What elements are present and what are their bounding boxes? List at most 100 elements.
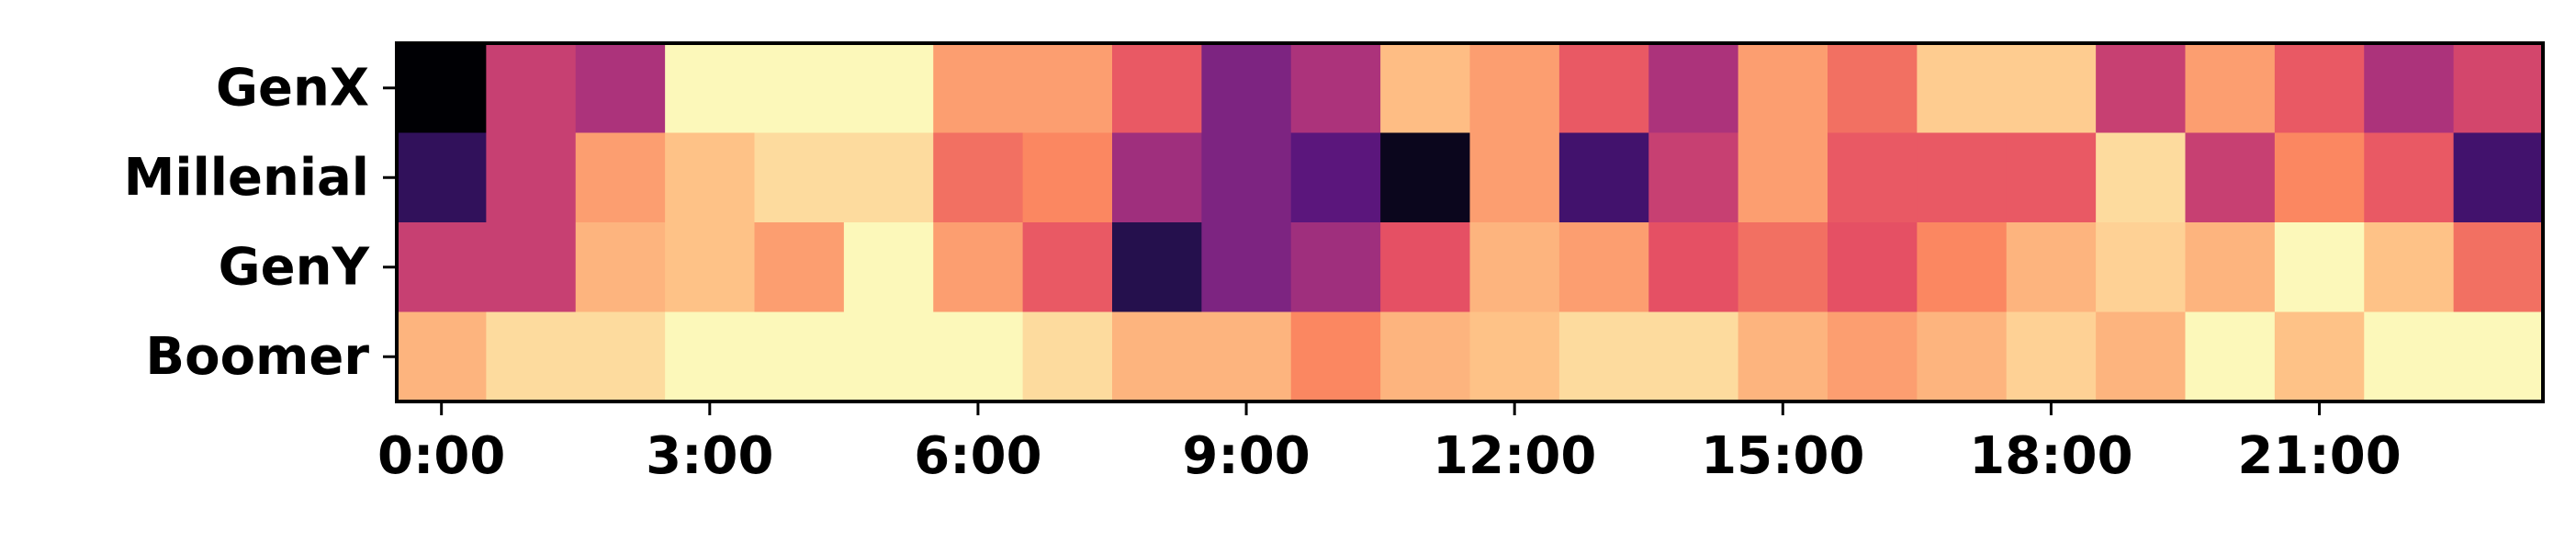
heatmap-cell bbox=[397, 222, 487, 313]
x-tick-label: 6:00 bbox=[914, 426, 1041, 486]
heatmap-cell bbox=[1917, 132, 2008, 223]
y-tick-label: Boomer bbox=[145, 327, 369, 387]
heatmap-cell bbox=[1469, 132, 1560, 223]
x-tick-label: 18:00 bbox=[1969, 426, 2132, 486]
heatmap-cell bbox=[397, 132, 487, 223]
heatmap-cell bbox=[1201, 132, 1292, 223]
heatmap-cell bbox=[1380, 222, 1471, 313]
heatmap-cell bbox=[1648, 222, 1739, 313]
heatmap-cell bbox=[575, 132, 666, 223]
heatmap-cell bbox=[1380, 132, 1471, 223]
heatmap-cell bbox=[843, 311, 934, 402]
heatmap-cell bbox=[1648, 311, 1739, 402]
heatmap-cell bbox=[1648, 43, 1739, 134]
heatmap-cell bbox=[2453, 132, 2544, 223]
heatmap-cell bbox=[1112, 311, 1202, 402]
heatmap-cell bbox=[1558, 132, 1649, 223]
heatmap-cell bbox=[2364, 43, 2455, 134]
heatmap-cell bbox=[1380, 311, 1471, 402]
heatmap-cell bbox=[1022, 132, 1113, 223]
heatmap-cell bbox=[1290, 132, 1381, 223]
heatmap-cell bbox=[2364, 222, 2455, 313]
heatmap-cell bbox=[2453, 311, 2544, 402]
heatmap-cell bbox=[665, 43, 756, 134]
heatmap-cell bbox=[2006, 43, 2097, 134]
heatmap-cell bbox=[933, 43, 1024, 134]
heatmap-cell bbox=[1112, 222, 1202, 313]
heatmap-cell bbox=[1201, 222, 1292, 313]
x-tick-label: 15:00 bbox=[1701, 426, 1864, 486]
heatmap-cell bbox=[575, 43, 666, 134]
heatmap-cell bbox=[1828, 132, 1918, 223]
heatmap-cell bbox=[754, 222, 845, 313]
heatmap-cell bbox=[2006, 222, 2097, 313]
y-tick-label: GenX bbox=[216, 58, 369, 118]
x-tick-label: 3:00 bbox=[646, 426, 773, 486]
heatmap-cell bbox=[843, 222, 934, 313]
heatmap-cell bbox=[397, 43, 487, 134]
y-axis: GenX Millenial GenY Boomer bbox=[124, 58, 397, 387]
heatmap-cell bbox=[1738, 132, 1828, 223]
heatmap-cell bbox=[1558, 222, 1649, 313]
heatmap-cell bbox=[665, 132, 756, 223]
heatmap-cell bbox=[2185, 222, 2276, 313]
heatmap-cell bbox=[1201, 43, 1292, 134]
x-tick-label: 21:00 bbox=[2237, 426, 2401, 486]
heatmap-cell bbox=[2274, 222, 2365, 313]
heatmap-cell bbox=[2006, 132, 2097, 223]
y-tick-label: GenY bbox=[219, 237, 371, 297]
heatmap-cell bbox=[1558, 43, 1649, 134]
heatmap-cell bbox=[1469, 222, 1560, 313]
heatmap-cell bbox=[2185, 311, 2276, 402]
heatmap-cell bbox=[933, 311, 1024, 402]
heatmap-cell bbox=[2006, 311, 2097, 402]
heatmap-cell bbox=[933, 132, 1024, 223]
heatmap-cell bbox=[486, 311, 577, 402]
heatmap-cell bbox=[754, 43, 845, 134]
heatmap-cell bbox=[2185, 132, 2276, 223]
heatmap-cell bbox=[2274, 132, 2365, 223]
heatmap-cell bbox=[1469, 311, 1560, 402]
heatmap-cell bbox=[2453, 43, 2544, 134]
heatmap-cell bbox=[1738, 311, 1828, 402]
heatmap-cell bbox=[1738, 222, 1828, 313]
heatmap-cell bbox=[486, 132, 577, 223]
heatmap-cell bbox=[2096, 43, 2187, 134]
heatmap-cell bbox=[2364, 132, 2455, 223]
heatmap-cell bbox=[2453, 222, 2544, 313]
heatmap-cell bbox=[1917, 311, 2008, 402]
y-tick-label: Millenial bbox=[124, 148, 369, 208]
heatmap-cell bbox=[1201, 311, 1292, 402]
heatmap-cell bbox=[843, 43, 934, 134]
heatmap-cell bbox=[1022, 311, 1113, 402]
heatmap-cell bbox=[1828, 43, 1918, 134]
heatmap-cell bbox=[1738, 43, 1828, 134]
heatmap-cell bbox=[2274, 311, 2365, 402]
heatmap-cell bbox=[1290, 311, 1381, 402]
heatmap-cell bbox=[665, 222, 756, 313]
heatmap-cell bbox=[1469, 43, 1560, 134]
heatmap-cell bbox=[1558, 311, 1649, 402]
heatmap-cell bbox=[1112, 132, 1202, 223]
heatmap-cell bbox=[575, 311, 666, 402]
heatmap-cell bbox=[1828, 222, 1918, 313]
heatmap-cell bbox=[1022, 43, 1113, 134]
heatmap-cell bbox=[486, 43, 577, 134]
heatmap-cell bbox=[2096, 222, 2187, 313]
x-tick-label: 12:00 bbox=[1433, 426, 1596, 486]
heatmap-cell bbox=[843, 132, 934, 223]
heatmap-cell bbox=[1380, 43, 1471, 134]
x-tick-label: 9:00 bbox=[1182, 426, 1310, 486]
heatmap-cell bbox=[1290, 43, 1381, 134]
heatmap-cell bbox=[1648, 132, 1739, 223]
heatmap-cell bbox=[397, 311, 487, 402]
x-axis: 0:00 3:00 6:00 9:00 12:00 15:00 18:00 21:00 bbox=[377, 401, 2402, 486]
heatmap-cell bbox=[2185, 43, 2276, 134]
heatmap-cell bbox=[2274, 43, 2365, 134]
heatmap-cell bbox=[2096, 311, 2187, 402]
heatmap-cell bbox=[1022, 222, 1113, 313]
heatmap-cell bbox=[754, 132, 845, 223]
heatmap-cell bbox=[665, 311, 756, 402]
heatmap-cell bbox=[1917, 222, 2008, 313]
